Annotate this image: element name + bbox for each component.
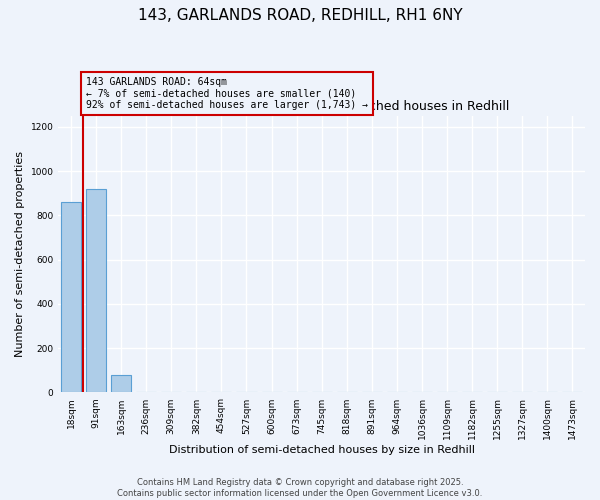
Bar [111, 375, 131, 392]
Y-axis label: Number of semi-detached properties: Number of semi-detached properties [15, 151, 25, 357]
Text: 143, GARLANDS ROAD, REDHILL, RH1 6NY: 143, GARLANDS ROAD, REDHILL, RH1 6NY [137, 8, 463, 22]
Text: 143 GARLANDS ROAD: 64sqm
← 7% of semi-detached houses are smaller (140)
92% of s: 143 GARLANDS ROAD: 64sqm ← 7% of semi-de… [86, 77, 368, 110]
Title: Size of property relative to semi-detached houses in Redhill: Size of property relative to semi-detach… [134, 100, 509, 114]
Bar [86, 189, 106, 392]
X-axis label: Distribution of semi-detached houses by size in Redhill: Distribution of semi-detached houses by … [169, 445, 475, 455]
Text: Contains HM Land Registry data © Crown copyright and database right 2025.
Contai: Contains HM Land Registry data © Crown c… [118, 478, 482, 498]
Bar [61, 202, 81, 392]
